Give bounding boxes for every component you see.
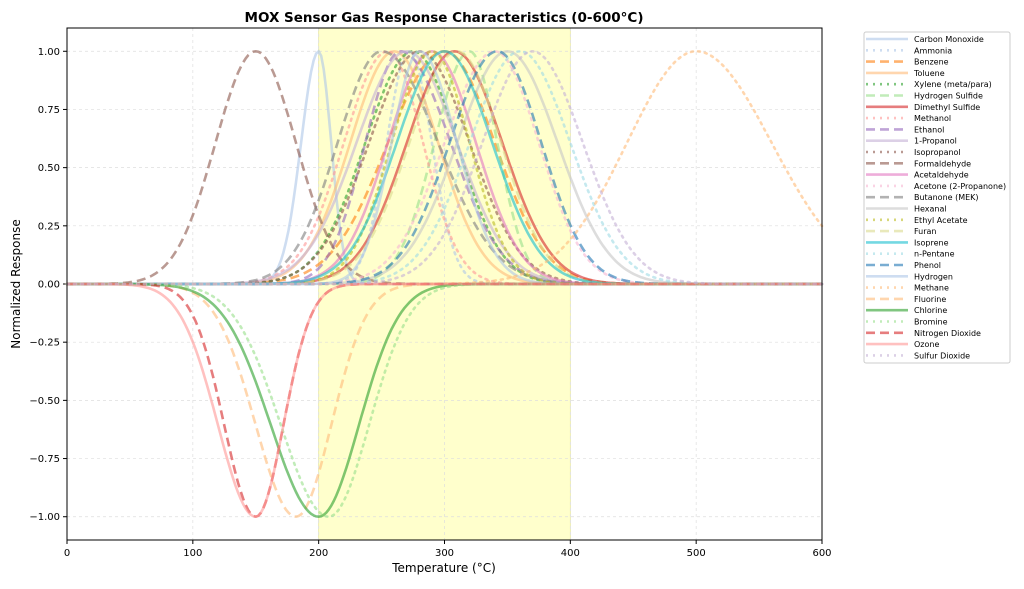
y-tick-label: −0.75 bbox=[29, 454, 60, 465]
legend-label: n-Pentane bbox=[914, 250, 955, 259]
legend-box bbox=[863, 31, 1011, 364]
legend-label: Benzene bbox=[914, 58, 949, 67]
x-tick-label: 0 bbox=[64, 548, 70, 559]
y-tick-label: 0.50 bbox=[38, 163, 60, 174]
legend-label: Xylene (meta/para) bbox=[914, 80, 992, 89]
x-tick-label: 200 bbox=[309, 548, 328, 559]
x-tick-label: 300 bbox=[435, 548, 454, 559]
y-tick-label: −0.25 bbox=[29, 338, 60, 349]
y-tick-label: 0.75 bbox=[38, 105, 60, 116]
plot-frame bbox=[66, 27, 823, 541]
legend-label: Bromine bbox=[914, 318, 948, 327]
legend-label: Isoprene bbox=[914, 238, 949, 247]
y-axis-label: Normalized Response bbox=[9, 219, 23, 349]
y-tick-label: 0.25 bbox=[38, 221, 60, 232]
x-tick-label: 500 bbox=[687, 548, 706, 559]
legend-label: Dimethyl Sulfide bbox=[914, 103, 980, 112]
legend-label: Sulfur Dioxide bbox=[914, 351, 970, 360]
legend-label: Chlorine bbox=[914, 306, 947, 315]
x-tick-label: 400 bbox=[561, 548, 580, 559]
legend-label: Ethyl Acetate bbox=[914, 216, 968, 225]
legend-label: Methanol bbox=[914, 114, 951, 123]
x-tick-label: 600 bbox=[812, 548, 831, 559]
legend-label: Nitrogen Dioxide bbox=[914, 329, 981, 338]
legend-label: Isopropanol bbox=[914, 148, 961, 157]
legend-label: Methane bbox=[914, 284, 949, 293]
legend-label: Acetone (2-Propanone) bbox=[914, 182, 1006, 191]
legend-label: Phenol bbox=[914, 261, 941, 270]
legend-label: Ozone bbox=[914, 340, 939, 349]
series-line-sulfur-dioxide bbox=[65, 49, 824, 286]
legend-label: Carbon Monoxide bbox=[914, 35, 984, 44]
legend-label: Hexanal bbox=[914, 205, 947, 214]
legend-label: Hydrogen Sulfide bbox=[914, 92, 983, 101]
x-tick-label: 100 bbox=[183, 548, 202, 559]
y-tick-label: 1.00 bbox=[38, 47, 60, 58]
legend-label: Furan bbox=[914, 227, 937, 236]
legend-label: Acetaldehyde bbox=[914, 171, 969, 180]
legend-label: 1-Propanol bbox=[914, 137, 957, 146]
legend-label: Ethanol bbox=[914, 125, 944, 134]
legend-label: Toluene bbox=[913, 69, 945, 78]
y-tick-label: −0.50 bbox=[29, 396, 60, 407]
legend-label: Hydrogen bbox=[914, 272, 953, 281]
y-tick-label: −1.00 bbox=[29, 512, 60, 523]
x-axis-label: Temperature (°C) bbox=[391, 561, 496, 575]
plot-area: 0 100 200 300 400 500 600 −1.00 −0.75 −0.50 −0.25 0… bbox=[29, 27, 832, 559]
chart-title: MOX Sensor Gas Response Characteristics … bbox=[245, 10, 644, 26]
legend-label: Ammonia bbox=[914, 46, 952, 55]
legend-label: Fluorine bbox=[914, 295, 946, 304]
legend-label: Butanone (MEK) bbox=[914, 193, 979, 202]
legend-label: Formaldehyde bbox=[914, 159, 971, 168]
legend: Carbon Monoxide Ammonia Benzene Toluene Xyle… bbox=[863, 31, 1011, 364]
series-line-bromine bbox=[65, 282, 824, 519]
series-group bbox=[65, 49, 824, 519]
y-tick-label: 0.00 bbox=[38, 280, 60, 291]
